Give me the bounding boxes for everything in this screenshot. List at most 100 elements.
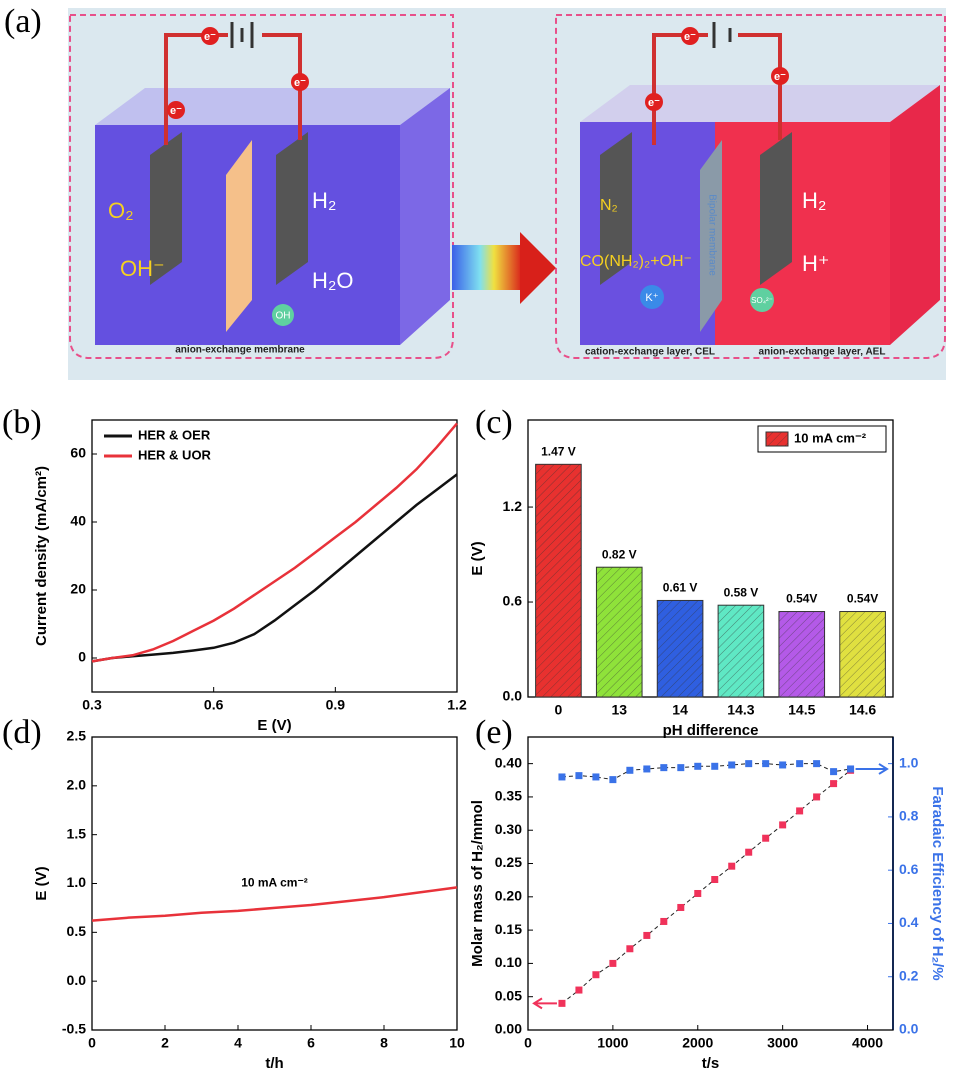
x-tick-label: 2 — [161, 1035, 169, 1051]
y-tick-label: 0 — [78, 649, 86, 665]
point — [830, 780, 838, 788]
electrode — [150, 132, 182, 285]
dashed-frame — [69, 14, 454, 359]
bar-hatch — [778, 611, 825, 697]
electron-label: e⁻ — [774, 71, 786, 83]
x-tick-label: 1000 — [597, 1035, 628, 1051]
y-tick-label: 1.0 — [67, 874, 87, 890]
point — [711, 762, 719, 770]
y-tick-label: 0.20 — [495, 888, 522, 904]
electron — [201, 27, 219, 45]
point — [830, 768, 838, 776]
electron — [645, 93, 663, 111]
y-tick-label: 2.0 — [67, 777, 87, 793]
point — [813, 760, 821, 768]
panel-label: (c) — [475, 404, 513, 441]
electron-label: e⁻ — [648, 97, 660, 109]
cell-top — [95, 88, 450, 125]
chart: (d) 0 2 4 6 8 10 -0.5 0.0 0.5 1.0 1.5 2.0 2.5 t/h E (V)… — [2, 714, 465, 1069]
x-tick-label: 0 — [555, 702, 563, 718]
y-tick-label: 0.0 — [503, 688, 523, 704]
point — [745, 848, 753, 856]
line — [91, 886, 458, 922]
y-tick-label: 0.10 — [495, 954, 522, 970]
electron-label: e⁻ — [294, 77, 306, 89]
x-tick-label: 4000 — [852, 1035, 883, 1051]
axis-arrow — [532, 997, 557, 1010]
point — [796, 760, 804, 768]
electron — [167, 101, 185, 119]
plot-frame — [527, 736, 894, 1031]
ion-label: K⁺ — [645, 292, 658, 304]
x-tick-label: 14.6 — [849, 702, 876, 718]
chart: (b) 0.3 0.6 0.9 1.2 0 20 40 60 E (V) Current densi… — [2, 404, 467, 734]
value-label: 0.58 V — [724, 585, 759, 599]
annotation: 10 mA cm⁻² — [241, 876, 308, 890]
cell-top — [580, 85, 940, 122]
y-tick-label: 20 — [70, 581, 86, 597]
point — [694, 762, 702, 770]
y-axis-label: E (V) — [469, 541, 486, 575]
chart: (e)0 1000 2000 3000 40000.000.050.100.150.20… — [469, 714, 946, 1069]
point — [643, 765, 651, 773]
value-label: 0.61 V — [663, 581, 698, 595]
axis-arrow — [855, 763, 889, 775]
legend-label: HER & UOR — [138, 447, 212, 462]
species-label: CO(NH₂)₂+OH⁻ — [580, 253, 692, 270]
membrane-label: anion-exchange membrane — [175, 345, 305, 356]
transition-arrow — [452, 245, 522, 290]
x-tick-label: 0 — [88, 1035, 96, 1051]
x-axis-label: pH difference — [663, 722, 759, 739]
y-tick-label: 1.2 — [503, 498, 523, 514]
transition-arrow-head — [520, 232, 556, 304]
panel-label: (d) — [2, 714, 42, 751]
electron — [291, 73, 309, 91]
membrane — [700, 140, 722, 332]
point — [643, 931, 651, 939]
y-tick-label: 0.30 — [495, 821, 522, 837]
point — [592, 773, 600, 781]
value-label: 0.82 V — [602, 547, 637, 561]
point — [592, 971, 600, 979]
chart: (c) 0 13 14 14.3 14.5 14.6 0.0 0.6 1.2 pH differen… — [469, 404, 894, 739]
x-tick-label: 0.9 — [326, 697, 346, 713]
y2-tick-label: 0.4 — [899, 914, 919, 930]
y-tick-label: 0.0 — [67, 972, 87, 988]
legend-swatch-hatch — [766, 432, 788, 446]
x-tick-label: 0 — [524, 1035, 532, 1051]
species-label: O₂ — [108, 198, 134, 223]
species-label: H⁺ — [802, 251, 830, 276]
x-tick-label: 8 — [380, 1035, 388, 1051]
point — [677, 764, 685, 772]
point — [575, 986, 583, 994]
x-tick-label: 10 — [449, 1035, 465, 1051]
y-tick-label: 0.40 — [495, 754, 522, 770]
y-tick-label: -0.5 — [62, 1021, 86, 1037]
panel-label: (e) — [475, 714, 513, 751]
point — [813, 793, 821, 801]
panel-label: (b) — [2, 404, 42, 441]
species-label: H₂ — [802, 188, 826, 213]
species-label: H₂O — [312, 268, 354, 293]
electrode — [276, 132, 308, 285]
y-tick-label: 0.5 — [67, 923, 87, 939]
y-tick-label: 60 — [70, 445, 86, 461]
x-tick-label: 0.6 — [204, 697, 224, 713]
x-tick-label: 4 — [234, 1035, 242, 1051]
plot-frame — [91, 736, 458, 1031]
x-tick-label: 13 — [611, 702, 627, 718]
legend-label: 10 mA cm⁻² — [794, 430, 867, 445]
point — [558, 773, 566, 781]
x-tick-label: 14 — [672, 702, 688, 718]
x-tick-label: 6 — [307, 1035, 315, 1051]
cell-front — [715, 122, 890, 345]
point — [762, 760, 770, 768]
y2-tick-label: 0.8 — [899, 808, 919, 824]
ion-circle — [750, 288, 774, 312]
panel-label: (a) — [4, 3, 42, 40]
plot-frame — [91, 419, 458, 693]
cell-side — [890, 85, 940, 345]
line — [91, 473, 458, 663]
x-tick-label: 0.3 — [82, 697, 102, 713]
species-label: H₂ — [312, 188, 336, 213]
